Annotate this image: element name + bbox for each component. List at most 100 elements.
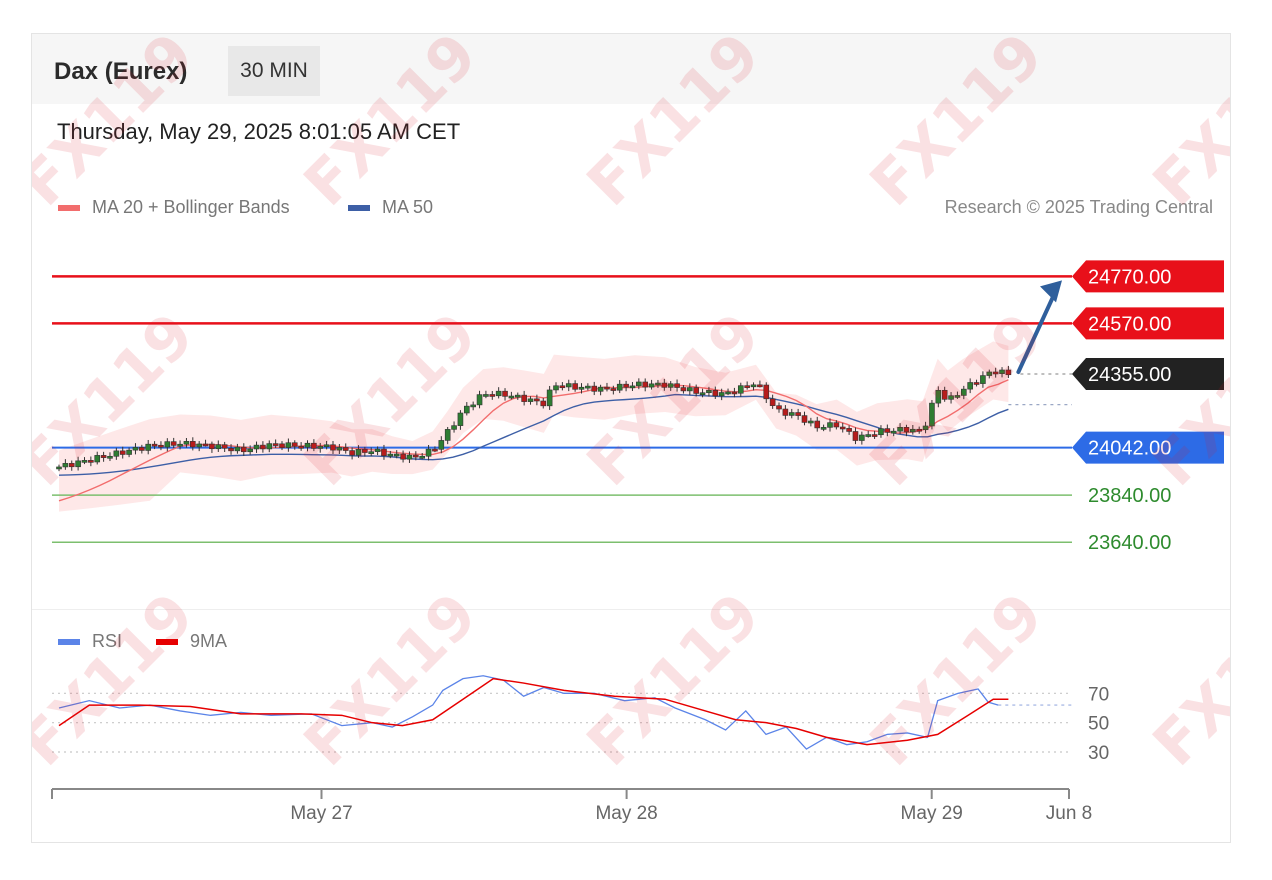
candle <box>94 451 101 465</box>
candle-body <box>712 389 719 397</box>
candle-body <box>897 427 903 432</box>
candle <box>667 381 674 391</box>
candle-body <box>623 383 629 388</box>
candle-body <box>674 383 680 388</box>
candle <box>451 421 457 433</box>
candle-body <box>903 427 910 433</box>
candle-body <box>355 449 362 456</box>
candle <box>438 436 445 454</box>
candle-body <box>514 394 521 398</box>
candle-body <box>629 385 636 389</box>
candle <box>540 397 547 409</box>
candle-body <box>75 460 81 468</box>
candle <box>744 381 750 390</box>
candle-body <box>107 455 113 459</box>
candle <box>291 440 298 450</box>
ma50-line <box>58 393 1009 476</box>
candle <box>342 443 349 454</box>
candle-body <box>196 443 202 448</box>
candle <box>852 427 859 445</box>
candle-body <box>910 428 916 433</box>
candle <box>164 438 171 452</box>
candle <box>814 416 821 432</box>
candle-body <box>846 428 852 432</box>
ma50-swatch <box>348 204 370 211</box>
candle <box>139 444 145 454</box>
candle <box>336 444 343 454</box>
watermark-text: FX119 <box>32 34 208 220</box>
candle <box>578 383 585 394</box>
candle <box>737 382 744 397</box>
candle <box>820 424 827 432</box>
candle-body <box>470 404 476 408</box>
legend-9ma-label: 9MA <box>190 631 228 651</box>
candle-body <box>489 394 496 397</box>
candle <box>151 441 158 450</box>
candle-body <box>814 420 821 429</box>
candle-body <box>667 383 674 388</box>
candle <box>221 441 228 452</box>
candle <box>374 446 381 456</box>
price-chart[interactable]: 24770.00 24570.00 24355.00 24042.00 23840.00… <box>32 34 1230 842</box>
candle-body <box>750 384 757 388</box>
candle-body <box>272 443 279 446</box>
candle-body <box>852 431 859 441</box>
rsi-ma-swatch <box>156 638 178 645</box>
candle-body <box>565 383 572 388</box>
panel-separator <box>32 609 1230 610</box>
candle-body <box>929 402 935 427</box>
candle <box>699 388 706 398</box>
candle-body <box>948 395 954 400</box>
candle-body <box>973 382 980 385</box>
legend-ma20: MA 20 + Bollinger Bands <box>58 197 290 218</box>
candle <box>196 441 202 452</box>
candle <box>941 386 948 402</box>
candle-body <box>336 447 343 451</box>
candle <box>935 386 942 408</box>
candle-body <box>438 440 445 450</box>
candle-body <box>266 443 273 450</box>
level-label-23640-00: 23640.00 <box>1088 532 1171 554</box>
candle <box>604 382 610 392</box>
candle <box>954 391 961 399</box>
candle-body <box>139 447 145 451</box>
candle-body <box>916 428 922 432</box>
candle <box>279 441 285 451</box>
candle <box>591 381 598 396</box>
candle <box>126 447 132 458</box>
rsi-level-label-30: 30 <box>1088 743 1109 764</box>
candle <box>910 425 916 435</box>
candle-body <box>88 460 94 463</box>
candle-body <box>183 441 190 445</box>
candle <box>648 379 655 390</box>
candle-body <box>145 443 152 451</box>
x-tick-label-May-28: May 28 <box>595 803 657 824</box>
candle-body <box>285 442 292 448</box>
level-tag-24042-00 <box>1072 431 1224 464</box>
candle-body <box>158 444 164 448</box>
timeframe-button[interactable]: 30 MIN <box>228 46 320 96</box>
x-tick-label-May-27: May 27 <box>290 803 352 824</box>
bollinger-band <box>59 341 1009 512</box>
candle-body <box>56 466 62 470</box>
candle-body <box>980 375 986 384</box>
candle <box>107 452 113 462</box>
candle-body <box>68 463 75 468</box>
candle <box>527 396 534 405</box>
candle-body <box>349 450 355 456</box>
candle <box>808 417 814 427</box>
candle <box>234 443 241 454</box>
candle-body <box>954 395 961 398</box>
candle-body <box>871 434 878 437</box>
candle <box>260 441 266 453</box>
candle-body <box>597 386 604 392</box>
candle-body <box>591 385 598 392</box>
candle-body <box>642 381 649 388</box>
rsi-line <box>58 675 999 750</box>
candle-body <box>540 400 547 407</box>
candle-body <box>432 448 438 452</box>
candle <box>489 390 496 400</box>
candle <box>642 378 649 392</box>
candle <box>572 380 578 392</box>
candle-body <box>935 389 942 404</box>
